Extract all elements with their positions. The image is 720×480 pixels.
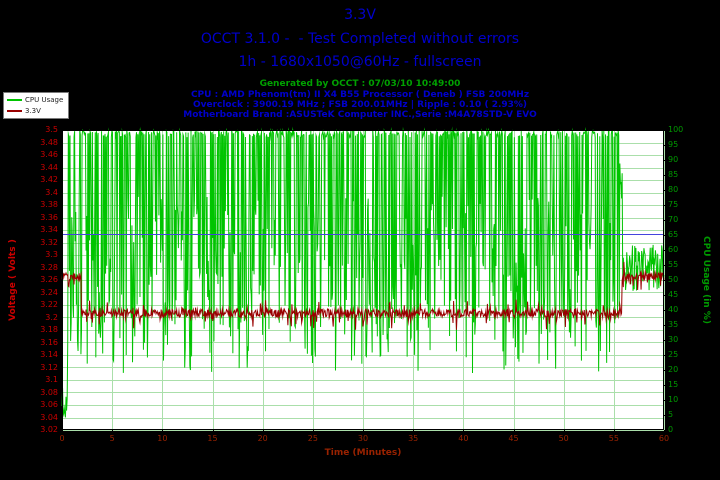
left-tick-label: 3.46 [40,150,58,159]
x-tick-label: 10 [157,434,168,443]
right-tick-label: 0 [668,425,674,434]
right-tick-label: 60 [668,245,679,254]
left-tick-label: 3.26 [40,275,58,284]
voltage-line-swatch [7,110,22,112]
right-tick-label: 80 [668,185,679,194]
x-tick-label: 20 [257,434,268,443]
x-tick-label: 15 [207,434,218,443]
legend-item-voltage: 3.3V [7,107,63,115]
left-tick-label: 3.12 [40,362,58,372]
voltage-cpu-usage-chart [56,124,670,436]
right-tick-label: 40 [668,305,679,314]
right-tick-label: 70 [668,215,679,224]
x-tick-label: 35 [408,434,419,443]
left-tick-label: 3.04 [40,412,58,422]
x-axis-tick-labels: 0 5 10 15 20 25 30 35 40 45 50 55 60 [59,434,669,445]
left-tick-label: 3.4 [45,187,58,197]
page-title: 3.3V [344,7,376,23]
right-tick-label: 5 [668,410,674,419]
left-tick-label: 3.16 [40,337,58,347]
legend-label-cpu-usage: CPU Usage [25,96,64,104]
right-tick-label: 75 [668,200,679,209]
left-tick-label: 3.36 [40,212,58,222]
right-tick-label: 10 [668,395,679,404]
right-tick-label: 95 [668,140,679,149]
right-tick-label: 55 [668,260,679,269]
cpu-info-line: CPU : AMD Phenom(tm) II X4 B55 Processor… [190,90,530,100]
left-tick-label: 3.5 [45,125,58,134]
motherboard-info-line: Motherboard Brand :ASUSTeK Computer INC.… [183,110,537,120]
right-tick-label: 45 [668,290,679,299]
left-tick-label: 3.38 [40,200,58,209]
right-tick-label: 20 [668,365,679,374]
x-tick-label: 0 [59,434,65,443]
right-tick-label: 90 [668,155,679,164]
left-tick-label: 3.34 [40,225,58,234]
legend-label-voltage: 3.3V [25,107,41,115]
test-status-title: OCCT 3.1.0 - - Test Completed without er… [200,31,520,47]
left-tick-label: 3.22 [40,300,58,309]
legend: CPU Usage 3.3V [3,92,70,119]
right-tick-label: 25 [668,350,679,359]
left-tick-label: 3.24 [40,287,58,297]
left-tick-label: 3.14 [40,350,58,359]
x-axis-title: Time (Minutes) [324,448,402,458]
right-tick-label: 65 [668,230,679,239]
x-tick-label: 50 [558,434,569,443]
x-tick-label: 40 [458,434,469,443]
right-tick-label: 50 [668,275,679,284]
right-tick-label: 35 [668,320,679,329]
left-tick-label: 3.44 [40,162,58,172]
x-tick-label: 45 [508,434,519,443]
left-tick-label: 3.28 [40,262,58,272]
left-tick-label: 3.1 [45,375,58,384]
test-config-title: 1h - 1680x1050@60Hz - fullscreen [238,54,482,70]
x-tick-label: 55 [608,434,619,443]
left-tick-label: 3.42 [40,175,58,184]
legend-item-cpu-usage: CPU Usage [7,96,63,104]
right-tick-label: 100 [668,125,684,134]
left-tick-label: 3.32 [40,237,58,247]
left-tick-label: 3.48 [40,137,58,147]
x-tick-label: 60 [658,434,670,443]
left-tick-label: 3.08 [40,387,58,397]
left-tick-label: 3.02 [40,425,58,434]
right-tick-label: 15 [668,380,679,389]
left-tick-label: 3.18 [40,325,58,334]
left-tick-label: 3.2 [45,312,58,322]
cpu-usage-line-swatch [7,99,22,101]
overclock-info-line: Overclock : 3900.19 MHz ; FSB 200.01MHz … [192,100,528,110]
right-tick-label: 85 [668,170,679,179]
x-tick-label: 25 [307,434,318,443]
right-axis-tick-labels: 100 95 90 85 80 75 70 65 60 55 50 45 40 35 30 25 20 15 10 5… [668,126,708,434]
x-tick-label: 5 [109,434,115,443]
left-tick-label: 3.3 [45,250,58,259]
left-tick-label: 3.06 [40,400,58,409]
generated-by-line: Generated by OCCT : 07/03/10 10:49:00 [259,79,461,89]
left-axis-tick-labels: 3.5 3.48 3.46 3.44 3.42 3.4 3.38 3.36 3.34 3.32 3.… [0,126,58,434]
x-tick-label: 30 [357,434,369,443]
right-tick-label: 30 [668,335,679,344]
